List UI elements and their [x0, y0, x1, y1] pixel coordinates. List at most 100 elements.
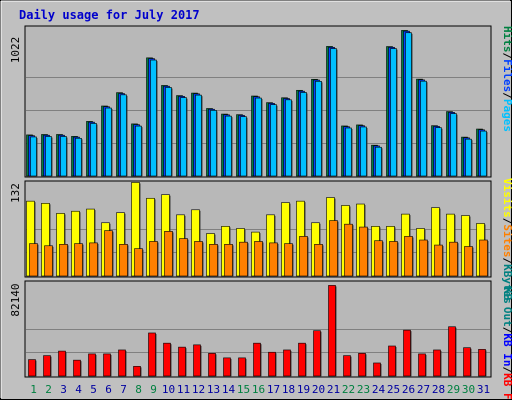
sites-bar [449, 241, 458, 277]
sites-bar [374, 240, 383, 277]
pages-bar [45, 136, 52, 177]
sites-bar [479, 239, 488, 277]
kbf-bar [208, 353, 216, 377]
pages-bar [210, 110, 217, 177]
sites-bar [464, 246, 473, 277]
legend-sep-6: / [501, 367, 512, 374]
sites-bar [89, 242, 98, 277]
kbf-bar [178, 346, 186, 377]
legend-pages: Pages [501, 99, 512, 132]
kbf-bar [163, 342, 171, 377]
pages-bar [420, 80, 427, 177]
x-tick-label: 27 [417, 383, 430, 396]
pages-bar [180, 97, 187, 177]
pages-bar [135, 125, 142, 177]
x-tick-label: 9 [150, 383, 157, 396]
sites-bar [419, 239, 428, 277]
x-tick-label: 5 [90, 383, 97, 396]
sites-bar [104, 230, 113, 277]
x-tick-label: 18 [282, 383, 295, 396]
kbf-bar [148, 332, 156, 377]
sites-bar [29, 243, 38, 277]
kbf-bar [283, 349, 291, 377]
sites-bar [389, 241, 398, 277]
pages-bar [450, 113, 457, 177]
pages-bar [60, 136, 67, 177]
x-tick-label: 15 [237, 383, 250, 396]
pages-bar [315, 81, 322, 177]
kbf-bar [388, 345, 396, 377]
sites-bar [194, 241, 203, 277]
x-tick-label: 16 [252, 383, 265, 396]
sites-bar [134, 248, 143, 277]
kbf-bar [118, 349, 126, 377]
sites-bar [329, 220, 338, 277]
legend-files: Files [501, 59, 512, 92]
x-tick-label: 28 [432, 383, 445, 396]
pages-bar [270, 104, 277, 177]
kbf-bar [223, 357, 231, 377]
sites-bar [44, 245, 53, 277]
x-tick-label: 3 [60, 383, 67, 396]
pages-bar [390, 48, 397, 177]
x-tick-label: 23 [357, 383, 370, 396]
legend-kbin: KB In [501, 333, 512, 366]
sites-bar [224, 244, 233, 277]
x-tick-label: 19 [297, 383, 310, 396]
kbf-bar [418, 353, 426, 377]
x-tick-label: 7 [120, 383, 127, 396]
x-tick-label: 4 [75, 383, 82, 396]
sites-bar [254, 241, 263, 277]
kbf-bar [268, 351, 276, 377]
kbf-bar [433, 349, 441, 377]
legend-top: Hits/Files/Pages [501, 26, 512, 132]
legend-sep-5: / [501, 327, 512, 334]
legend-bottom: KB Out/KB In/KB F [501, 287, 512, 400]
kbf-bar [358, 353, 366, 377]
sites-bar [59, 244, 68, 277]
kbf-bar [58, 350, 66, 377]
pages-bar [330, 48, 337, 177]
sites-bar [74, 243, 83, 277]
pages-bar [480, 130, 487, 177]
pages-bar [240, 116, 247, 177]
pages-bar [120, 94, 127, 177]
pages-bar [405, 32, 412, 177]
kbf-bar [73, 359, 81, 377]
x-tick-label: 14 [222, 383, 236, 396]
x-tick-label: 24 [372, 383, 386, 396]
kbf-bar [463, 347, 471, 377]
kbf-bar [448, 326, 456, 377]
legend-kbout: KB Out [501, 287, 512, 327]
x-tick-label: 29 [447, 383, 460, 396]
legend-sites: Sites [501, 224, 512, 257]
legend-sep-1: / [501, 53, 512, 60]
sites-bar [239, 241, 248, 277]
sites-bar [314, 244, 323, 277]
x-tick-label: 1 [30, 383, 37, 396]
sites-bar [359, 226, 368, 277]
pages-bar [255, 97, 262, 177]
sites-bar [119, 244, 128, 277]
x-tick-label: 17 [267, 383, 280, 396]
y-max-label-top: 1022 [9, 37, 22, 64]
kbf-bar [43, 355, 51, 377]
sites-bar [404, 236, 413, 277]
sites-bar [209, 244, 218, 277]
kbf-bar [313, 330, 321, 377]
x-tick-label: 25 [387, 383, 400, 396]
kbf-bar [328, 285, 336, 377]
kbf-bar [103, 353, 111, 377]
x-tick-label: 26 [402, 383, 415, 396]
pages-bar [90, 123, 97, 177]
y-max-label-middle: 132 [9, 183, 22, 203]
sites-bar [434, 244, 443, 277]
legend-hits: Hits [501, 26, 512, 53]
x-tick-label: 30 [462, 383, 475, 396]
sites-bar [344, 223, 353, 277]
kbf-bar [478, 349, 486, 377]
kbf-bar [403, 329, 411, 377]
sites-bar [149, 241, 158, 277]
x-tick-label: 13 [207, 383, 220, 396]
